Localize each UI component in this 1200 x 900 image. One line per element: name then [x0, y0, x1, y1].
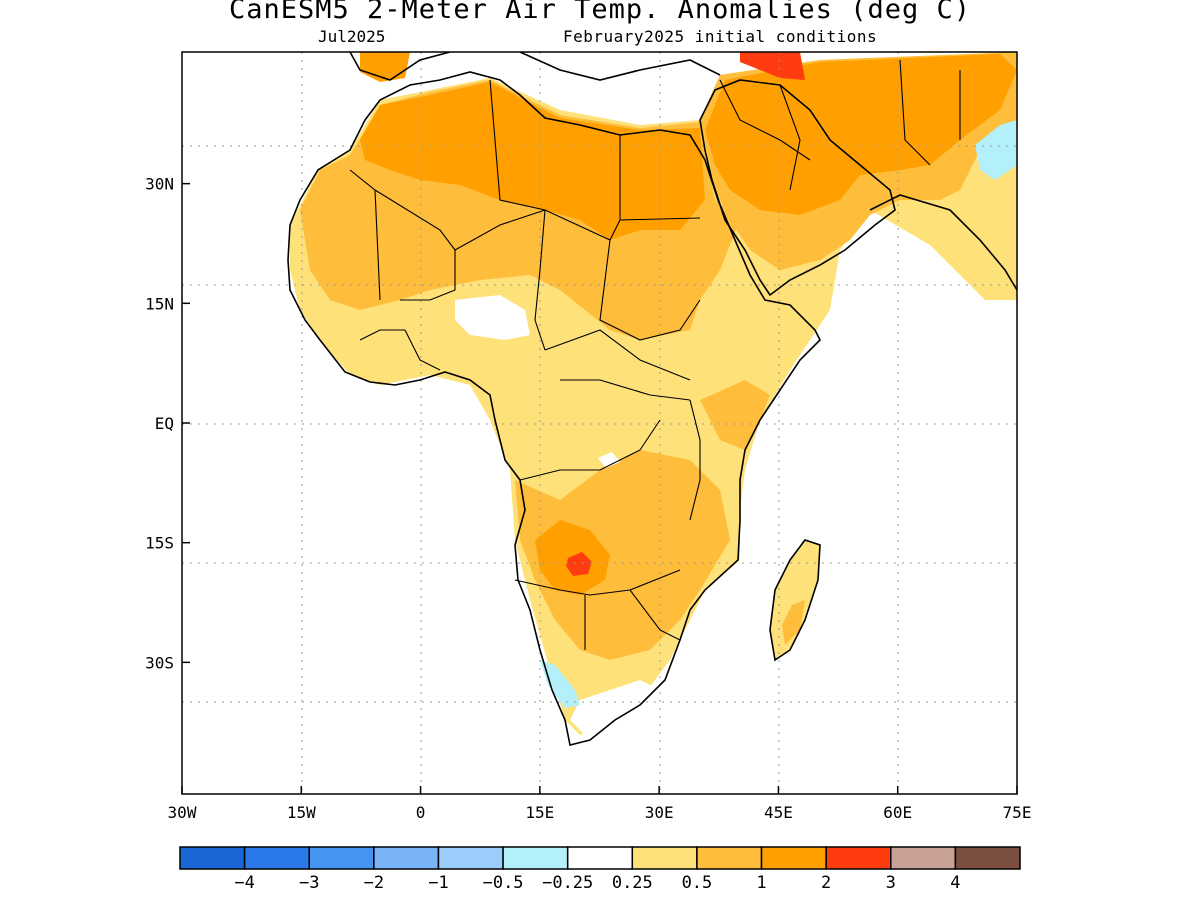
colorbar-label: −3 [299, 873, 319, 893]
mediterranean-north-coast [349, 52, 721, 81]
y-tick-label: 15S [145, 534, 174, 553]
x-tick-label: 15E [525, 803, 554, 822]
anomaly-fill-2-caucasus [740, 52, 805, 80]
x-tick-label: 60E [883, 803, 912, 822]
anomaly-fill-0.5-east [700, 380, 770, 450]
africa-coastline [287, 71, 821, 746]
colorbar-swatch [890, 846, 957, 870]
colorbar-swatch [502, 846, 569, 870]
colorbar-label: −4 [234, 873, 254, 893]
anomaly-fill-neg-iran [975, 120, 1017, 180]
map-plot [182, 52, 1017, 794]
x-tick-label: 75E [1003, 803, 1032, 822]
colorbar-swatch [825, 846, 892, 870]
y-tick-label: EQ [155, 414, 174, 433]
arabia-coastline [699, 79, 896, 297]
colorbar-label: 0.25 [612, 873, 653, 893]
colorbar-swatch [631, 846, 698, 870]
map-title: CanESM5 2-Meter Air Temp. Anomalies (deg… [229, 0, 971, 25]
anomaly-fill-2-kalahari [566, 552, 592, 576]
anomaly-fill-neutral-congo [598, 452, 620, 468]
valid-month: Jul2025 [318, 27, 386, 46]
colorbar: −4 −3 −2 −1 −0.5 −0.25 0.25 0.5 1 2 3 4 [179, 846, 1021, 893]
madagascar-coastline [769, 539, 821, 662]
colorbar-label: 2 [821, 873, 831, 893]
colorbar-swatch [437, 846, 504, 870]
x-tick-label: 15W [287, 803, 316, 822]
madagascar-fill [770, 540, 820, 660]
x-tick-label: 45E [764, 803, 793, 822]
colorbar-swatch [308, 846, 375, 870]
colorbar-label: −0.5 [483, 873, 524, 893]
y-tick-label: 30S [145, 653, 174, 672]
colorbar-swatch [760, 846, 827, 870]
colorbar-swatch [373, 846, 440, 870]
colorbar-swatch [696, 846, 763, 870]
colorbar-swatch [179, 846, 246, 870]
initial-conditions: February2025 initial conditions [563, 27, 878, 46]
anomaly-fill-0.5-southern [515, 450, 730, 660]
anomaly-fill-1-sahara [360, 82, 705, 240]
grid-lines [182, 52, 1017, 794]
anomaly-fill-neg-namibia-coast [540, 660, 580, 708]
anomaly-fill-neutral-cape [570, 680, 660, 735]
colorbar-swatch [243, 846, 310, 870]
asia-coastline [869, 194, 1017, 291]
colorbar-label: 3 [886, 873, 896, 893]
madagascar-warm-fill [782, 600, 805, 645]
colorbar-label: 4 [950, 873, 960, 893]
y-tick-label: 30N [145, 175, 174, 194]
colorbar-swatch [954, 846, 1021, 870]
x-tick-label: 30E [645, 803, 674, 822]
axis-ticks: 30W 15W 0 15E 30E 45E 60E 75E 30N 15N EQ 15S 30S [145, 175, 1031, 822]
y-tick-label: 15N [145, 294, 174, 313]
x-tick-label: 30W [168, 803, 197, 822]
colorbar-label: −1 [428, 873, 448, 893]
colorbar-label: 1 [756, 873, 766, 893]
anomaly-fill-neutral-sahel [455, 295, 530, 340]
colorbar-label: −0.25 [542, 873, 593, 893]
colorbar-label: 0.5 [682, 873, 713, 893]
colorbar-swatch [566, 846, 634, 870]
colorbar-label: −2 [364, 873, 384, 893]
country-borders [349, 59, 961, 650]
x-tick-label: 0 [416, 803, 426, 822]
coastlines [287, 52, 1017, 746]
